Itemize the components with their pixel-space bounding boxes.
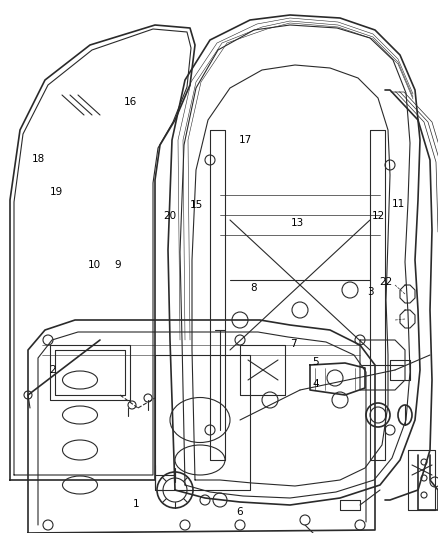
Text: 2: 2	[49, 366, 56, 375]
Text: 20: 20	[163, 211, 177, 221]
Text: 19: 19	[49, 187, 63, 197]
Text: 17: 17	[239, 135, 252, 144]
Text: 3: 3	[367, 287, 374, 297]
Text: 12: 12	[372, 211, 385, 221]
Text: 8: 8	[250, 283, 257, 293]
Text: 22: 22	[380, 278, 393, 287]
Text: 16: 16	[124, 98, 137, 107]
Text: 18: 18	[32, 154, 45, 164]
Text: 4: 4	[312, 379, 319, 389]
Text: 1: 1	[132, 499, 139, 508]
Text: 15: 15	[190, 200, 203, 210]
Text: 6: 6	[237, 507, 244, 516]
Text: 10: 10	[88, 261, 101, 270]
Text: 5: 5	[312, 358, 319, 367]
Text: 11: 11	[392, 199, 405, 208]
Text: 7: 7	[290, 339, 297, 349]
Text: 9: 9	[114, 261, 121, 270]
Text: 13: 13	[291, 218, 304, 228]
